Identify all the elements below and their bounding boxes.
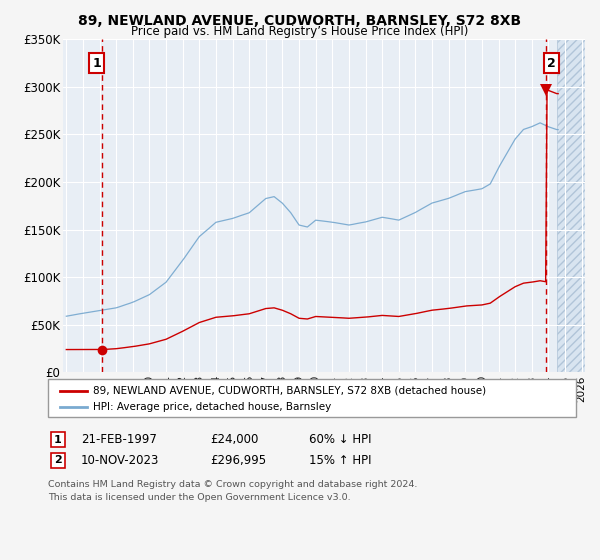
Text: 89, NEWLAND AVENUE, CUDWORTH, BARNSLEY, S72 8XB (detached house): 89, NEWLAND AVENUE, CUDWORTH, BARNSLEY, … (93, 386, 486, 396)
Text: HPI: Average price, detached house, Barnsley: HPI: Average price, detached house, Barn… (93, 402, 331, 412)
Text: Price paid vs. HM Land Registry’s House Price Index (HPI): Price paid vs. HM Land Registry’s House … (131, 25, 469, 38)
Text: This data is licensed under the Open Government Licence v3.0.: This data is licensed under the Open Gov… (48, 493, 350, 502)
Text: 2: 2 (547, 57, 556, 69)
Text: 15% ↑ HPI: 15% ↑ HPI (309, 454, 371, 467)
Text: £24,000: £24,000 (210, 433, 259, 446)
Text: £296,995: £296,995 (210, 454, 266, 467)
Text: 2: 2 (54, 455, 62, 465)
Text: Contains HM Land Registry data © Crown copyright and database right 2024.: Contains HM Land Registry data © Crown c… (48, 480, 418, 489)
Text: 10-NOV-2023: 10-NOV-2023 (81, 454, 160, 467)
Text: 1: 1 (54, 435, 62, 445)
Text: 1: 1 (92, 57, 101, 69)
Text: 60% ↓ HPI: 60% ↓ HPI (309, 433, 371, 446)
Text: 89, NEWLAND AVENUE, CUDWORTH, BARNSLEY, S72 8XB: 89, NEWLAND AVENUE, CUDWORTH, BARNSLEY, … (79, 14, 521, 28)
Text: 21-FEB-1997: 21-FEB-1997 (81, 433, 157, 446)
